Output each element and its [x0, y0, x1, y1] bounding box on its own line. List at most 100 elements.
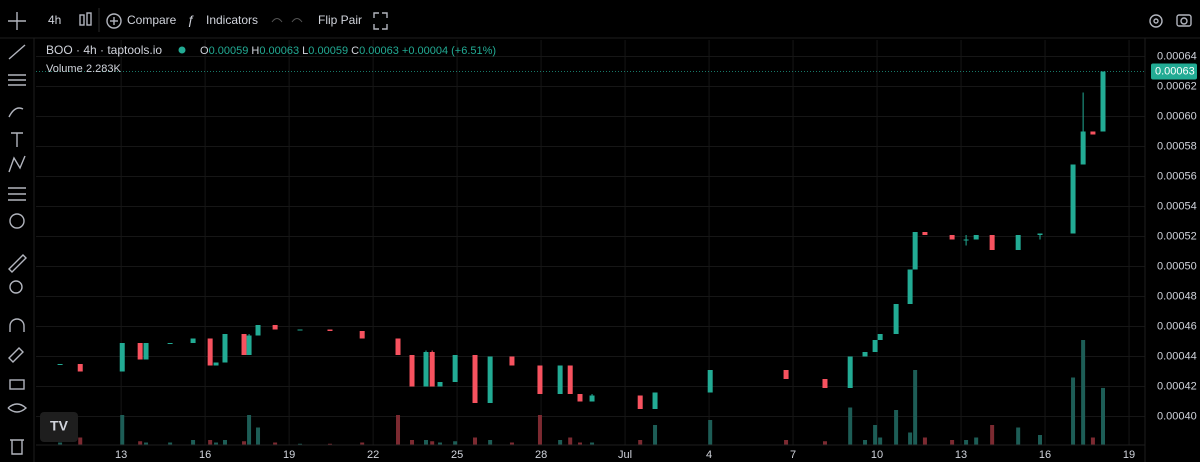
volume-bar: [784, 440, 789, 445]
candle-body: [409, 355, 415, 387]
volume-bar: [653, 425, 658, 445]
c-value: 0.00063: [359, 45, 399, 57]
volume-bar: [396, 415, 401, 445]
volume-bar: [878, 437, 883, 445]
flip-pair-button[interactable]: Flip Pair: [318, 13, 362, 27]
candle-body: [922, 232, 928, 235]
candle-body: [222, 334, 228, 363]
y-tick-label: 0.00064: [1157, 50, 1197, 62]
candle-body: [359, 331, 365, 339]
candle-body: [1090, 131, 1096, 135]
settings-icon[interactable]: [1149, 14, 1163, 28]
h-value: 0.00063: [259, 45, 299, 57]
volume-bar: [138, 441, 143, 445]
y-tick-label: 0.00060: [1157, 110, 1197, 122]
candle-body: [241, 334, 247, 355]
volume-bar: [453, 441, 458, 445]
y-tick-label: 0.00050: [1157, 260, 1197, 272]
candle-body: [877, 334, 883, 340]
screenshot-icon[interactable]: [1176, 14, 1192, 27]
x-tick-label: 10: [871, 449, 883, 461]
volume-bar: [590, 442, 595, 445]
volume-bar: [537, 415, 542, 445]
y-tick-label: 0.00054: [1157, 200, 1197, 212]
candle-body: [537, 365, 543, 394]
volume-bar: [873, 425, 878, 445]
volume-bar: [578, 442, 583, 445]
indicators-icon[interactable]: ƒ: [187, 12, 194, 27]
volume-bar: [848, 407, 853, 445]
candle-body: [577, 394, 583, 402]
candle-body: [822, 379, 828, 388]
x-tick-label: 19: [283, 449, 295, 461]
logo-badge[interactable]: [40, 412, 78, 442]
volume-bar: [950, 440, 955, 445]
candle-body: [207, 338, 213, 366]
candle-body: [973, 235, 979, 240]
drawing-tools[interactable]: [7, 12, 28, 455]
logo: TV: [50, 418, 69, 434]
y-tick-label: 0.00042: [1157, 380, 1197, 392]
x-tick-label: 22: [367, 449, 379, 461]
candle-body: [557, 365, 563, 394]
volume-bar: [410, 440, 415, 445]
candle-body: [190, 338, 196, 343]
volume-bar: [558, 440, 563, 445]
candle-body: [1015, 235, 1021, 250]
volume-bar: [922, 437, 927, 445]
volume-value: 2.283K: [86, 63, 122, 75]
compare-icon[interactable]: [106, 13, 122, 29]
candle-body: [167, 343, 173, 344]
candle-body: [213, 362, 219, 366]
y-tick-label: 0.00056: [1157, 170, 1197, 182]
candle-body: [77, 364, 83, 372]
ohlc-legend: O0.00059 H0.00063 L0.00059 C0.00063 +0.0…: [200, 45, 496, 57]
x-tick-label: 13: [955, 449, 967, 461]
volume-bar: [78, 437, 83, 445]
volume-bar: [509, 442, 514, 445]
l-label: L: [302, 45, 308, 57]
x-tick-label: Jul: [618, 449, 632, 461]
interval-button[interactable]: 4h: [48, 13, 61, 27]
candle-body: [949, 235, 955, 240]
candle-body: [423, 352, 429, 387]
candle-body: [57, 364, 63, 365]
indicators-button[interactable]: Indicators: [206, 13, 258, 27]
x-tick-label: 16: [199, 449, 211, 461]
volume-bar: [908, 432, 913, 445]
candle-body: [589, 395, 595, 402]
volume-bar: [360, 442, 365, 445]
candle-body: [652, 392, 658, 409]
fullscreen-icon[interactable]: [373, 12, 388, 30]
volume-bar: [242, 441, 247, 445]
undo-redo[interactable]: [271, 18, 303, 23]
volume-bar: [913, 370, 918, 445]
candle-body: [327, 329, 333, 331]
symbol-label: BOO · 4h · taptools.io: [46, 43, 162, 57]
candle-body: [509, 356, 515, 366]
volume-bar: [168, 442, 173, 445]
compare-button[interactable]: Compare: [127, 13, 177, 27]
volume-bar: [424, 440, 429, 445]
volume-bar: [430, 441, 435, 445]
volume-bar: [120, 415, 125, 445]
volume-bar: [708, 420, 713, 445]
c-label: C: [351, 45, 359, 57]
volume-bar: [1016, 427, 1021, 445]
chart-type-icon[interactable]: [79, 12, 92, 26]
status-dot: [178, 46, 186, 54]
volume-bar: [990, 425, 995, 445]
candle-body: [272, 325, 278, 330]
volume-bar: [298, 443, 303, 445]
candle-body: [429, 352, 435, 387]
candle-body: [437, 382, 443, 387]
candle-body: [907, 269, 913, 304]
h-label: H: [251, 45, 259, 57]
volume-bar: [1071, 377, 1076, 445]
candle-body: [893, 304, 899, 334]
x-tick-label: 25: [451, 449, 463, 461]
candle-body: [487, 356, 493, 403]
y-tick-label: 0.00048: [1157, 290, 1197, 302]
y-tick-label: 0.00062: [1157, 80, 1197, 92]
x-tick-label: 13: [115, 449, 127, 461]
